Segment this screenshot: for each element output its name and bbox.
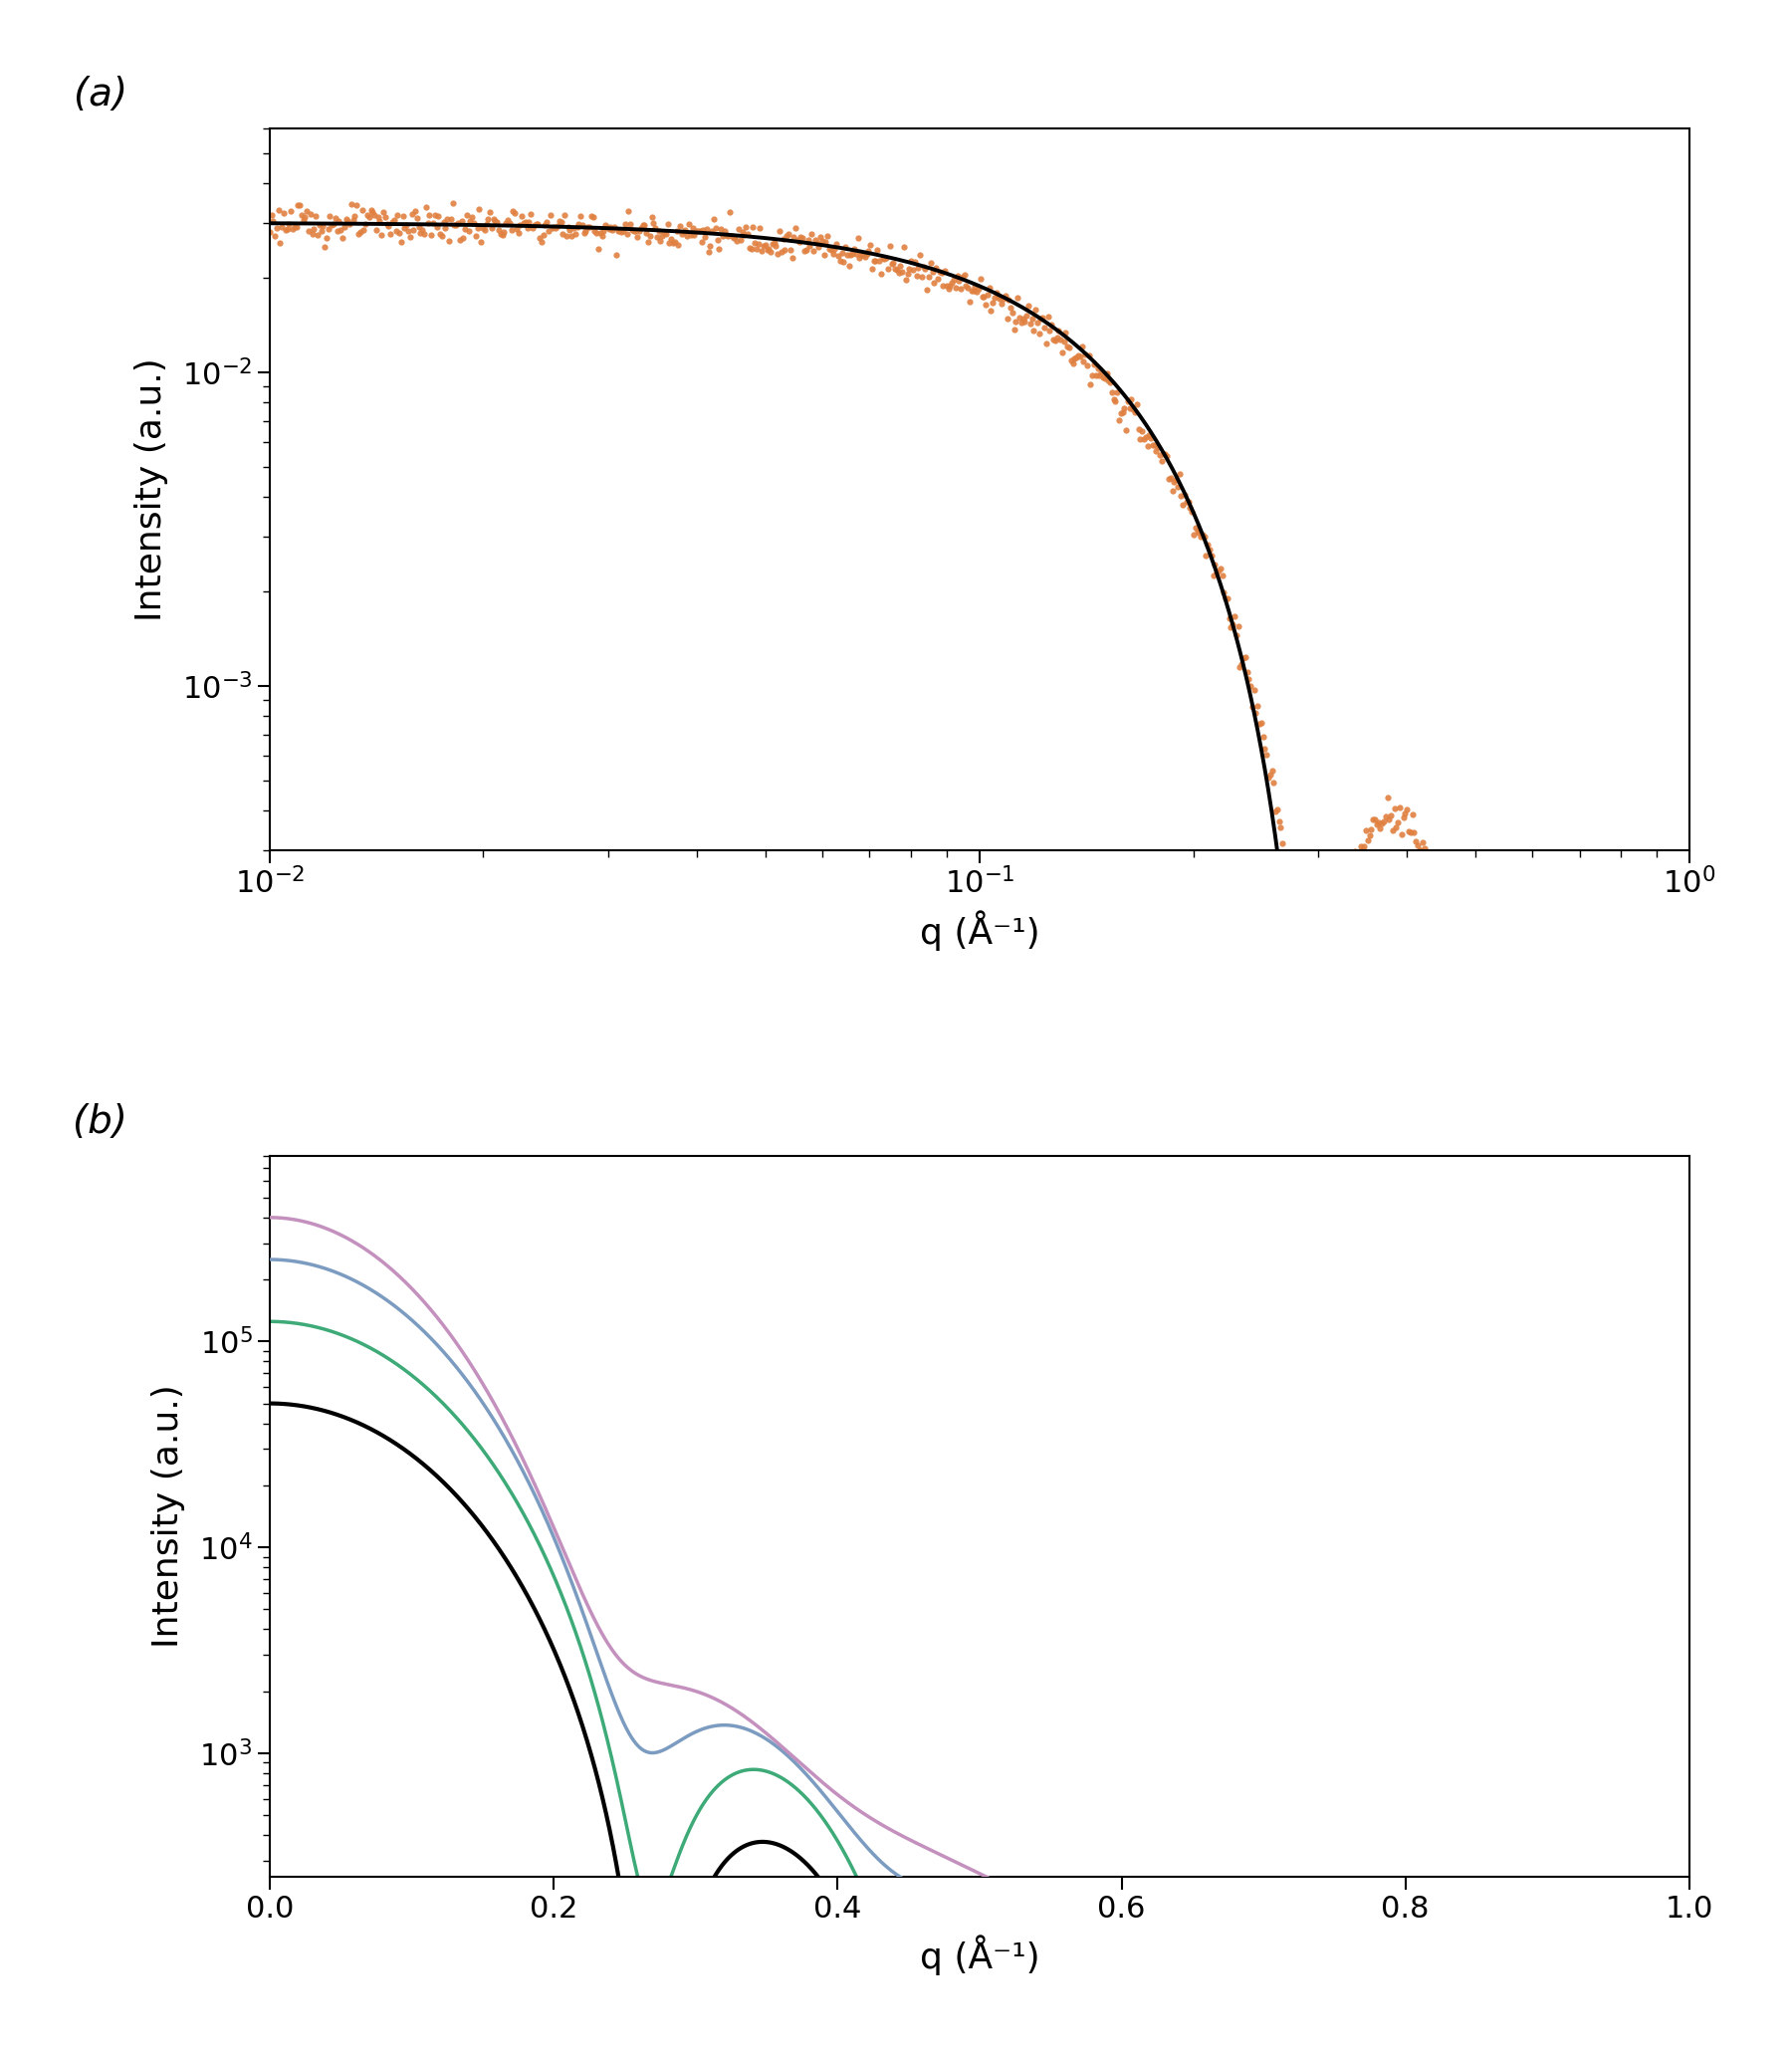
X-axis label: q (Å⁻¹): q (Å⁻¹): [919, 911, 1039, 952]
Y-axis label: Intensity (a.u.): Intensity (a.u.): [134, 357, 168, 621]
Text: (a): (a): [73, 76, 127, 113]
X-axis label: q (Å⁻¹): q (Å⁻¹): [919, 1934, 1039, 1975]
Text: (b): (b): [73, 1103, 127, 1140]
Y-axis label: Intensity (a.u.): Intensity (a.u.): [151, 1384, 185, 1649]
